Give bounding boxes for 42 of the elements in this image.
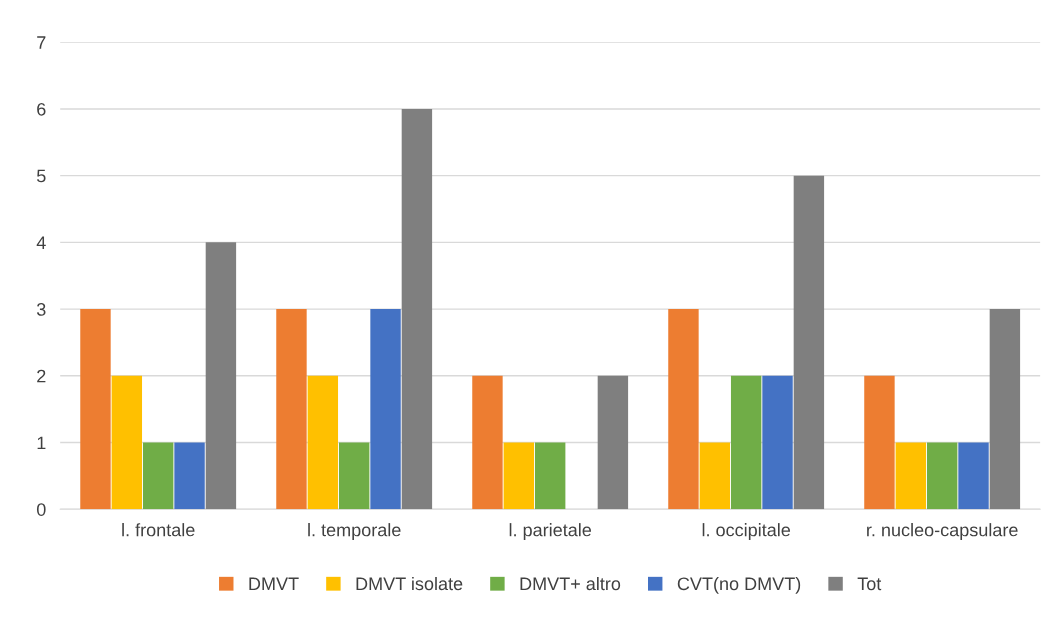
- bar: [142, 442, 174, 510]
- legend-label: Tot: [857, 577, 882, 591]
- bar: [370, 309, 401, 510]
- legend-label: DMVT isolate: [356, 576, 463, 591]
- bar: [80, 309, 111, 510]
- bar: [864, 375, 895, 510]
- bar: [762, 375, 793, 510]
- bar: [276, 309, 307, 510]
- bar: [793, 175, 825, 510]
- legend-label: DMVT+ altro: [520, 576, 621, 591]
- bar: [730, 375, 762, 510]
- bar: [895, 442, 927, 510]
- x-tick-label: l. temporale: [308, 523, 401, 540]
- legend-label: DMVT: [249, 577, 299, 591]
- bar: [307, 375, 339, 510]
- bar: [401, 108, 433, 510]
- y-tick-label: 4: [36, 236, 46, 249]
- y-tick-label: 5: [36, 169, 46, 183]
- bar: [989, 309, 1021, 510]
- bar: [699, 442, 731, 510]
- y-tick-label: 3: [36, 303, 46, 316]
- x-tick-label: r. nucleo-capsulare: [867, 523, 1018, 540]
- bar: [338, 442, 370, 510]
- bar: [472, 375, 503, 510]
- bar: [958, 442, 989, 510]
- x-tick-label: l. frontale: [122, 523, 195, 537]
- y-tick-label: 2: [37, 369, 46, 383]
- bar: [503, 442, 535, 510]
- bar: [111, 375, 143, 510]
- x-tick-label: l. occipitale: [702, 523, 791, 540]
- y-tick-label: 1: [37, 436, 46, 450]
- bar: [926, 442, 958, 510]
- y-tick-label: 7: [37, 36, 46, 49]
- bar: [597, 375, 629, 510]
- y-tick-label: 6: [37, 102, 46, 116]
- bar: [668, 309, 699, 510]
- x-tick-label: l. parietale: [509, 523, 592, 540]
- legend-label: CVT(no DMVT): [677, 576, 801, 594]
- bar: [205, 242, 237, 510]
- bar: [174, 442, 205, 510]
- y-tick-label: 0: [36, 503, 46, 516]
- bar: [534, 442, 566, 510]
